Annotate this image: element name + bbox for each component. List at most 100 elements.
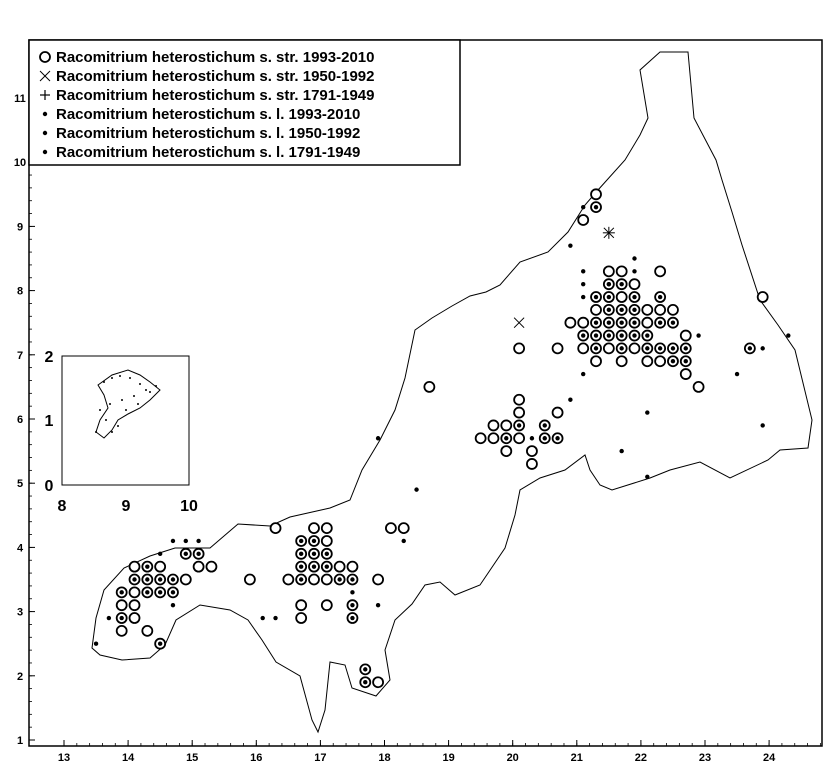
point-sstr-1993-2010: [577, 316, 590, 329]
point-sl-1950-1992: [619, 307, 624, 313]
point-sl-1993-2010: [632, 256, 637, 261]
point-sl-1993-2010: [786, 333, 791, 338]
point-sl-1993-2010: [581, 294, 586, 300]
point-sl-1993-2010: [401, 538, 406, 544]
point-sstr-1993-2010: [128, 612, 141, 624]
point-sl-1993-2010: [619, 448, 624, 454]
point-sl-1950-1992: [606, 333, 612, 338]
point-sstr-1993-2010: [115, 624, 128, 637]
point-sl-1791-1949: [632, 333, 637, 338]
point-sl-1993-2010: [760, 423, 765, 428]
legend-label: Racomitrium heterostichum s. l. 1791-194…: [56, 144, 360, 161]
point-sstr-1993-2010: [526, 445, 538, 458]
point-sstr-1993-2010: [551, 342, 564, 355]
legend-label: Racomitrium heterostichum s. str. 1950-1…: [56, 68, 374, 85]
point-sl-1950-1992: [670, 359, 676, 364]
point-sstr-1993-2010: [628, 342, 641, 355]
point-sl-1950-1992: [298, 577, 304, 582]
inset-y-tick-label: 0: [45, 478, 54, 495]
point-sl-1950-1992: [593, 294, 599, 300]
point-sl-1950-1992: [157, 577, 163, 582]
legend-symbol-4: [42, 111, 48, 117]
x-tick-label: 16: [250, 752, 262, 764]
y-tick-label: 11: [14, 93, 26, 105]
point-sl-1993-2010: [632, 269, 637, 274]
point-sstr-1993-2010: [654, 265, 667, 278]
x-tick-label: 14: [122, 752, 135, 764]
point-sstr-1993-2010: [641, 316, 654, 329]
point-sstr-1993-2010: [667, 303, 679, 316]
point-sstr-1993-2010: [333, 560, 346, 573]
inset-y-tick-label: 1: [45, 413, 54, 430]
point-sl-1950-1992: [542, 436, 547, 441]
point-sstr-1993-2010: [551, 406, 564, 419]
inset-dot: [149, 391, 151, 393]
point-sl-1993-2010: [375, 436, 381, 441]
point-sl-1950-1992: [337, 577, 342, 582]
point-sl-1993-2010: [170, 538, 176, 544]
point-sstr-1993-2010: [474, 432, 487, 445]
inset-x-tick-label: 10: [180, 498, 198, 515]
point-sstr-1993-2010: [513, 393, 526, 406]
point-sstr-1993-2010: [372, 676, 384, 689]
point-sstr-1993-2010: [500, 445, 513, 458]
point-sl-1950-1992: [157, 641, 163, 646]
legend-symbol-3: [40, 90, 50, 100]
legend-label: Racomitrium heterostichum s. l. 1950-199…: [56, 125, 360, 142]
inset-y-tick-label: 2: [45, 349, 54, 366]
point-sl-1950-1992: [606, 307, 612, 313]
point-sstr-1993-2010: [513, 342, 526, 355]
point-sstr-1993-2010: [269, 522, 282, 535]
point-sstr-1993-2010: [641, 355, 654, 368]
point-sl-1950-1992: [119, 590, 124, 595]
point-sl-1950-1992: [593, 346, 599, 351]
point-sstr-1993-2010: [628, 278, 641, 291]
x-tick-label: 21: [571, 752, 583, 764]
point-sl-1993-2010: [581, 371, 586, 377]
point-sl-1993-2010: [568, 397, 573, 402]
point-sstr-1993-2010: [346, 560, 359, 573]
point-sl-1950-1992: [606, 320, 612, 325]
point-sl-1950-1992: [119, 615, 124, 621]
point-sstr-1993-2010: [115, 599, 128, 612]
point-sstr-1993-2010: [641, 303, 654, 316]
point-sstr-1993-2010: [526, 458, 538, 470]
point-sl-1950-1992: [363, 667, 368, 672]
point-sl-1993-2010: [196, 538, 201, 544]
point-sl-1950-1992: [145, 564, 150, 569]
point-sstr-1993-2010: [128, 599, 141, 612]
inset-dot: [105, 419, 107, 421]
x-tick-label: 19: [442, 752, 454, 764]
point-sstr-1993-2010: [602, 265, 615, 278]
inset-dot: [119, 375, 121, 377]
point-sl-1950-1992: [298, 538, 304, 544]
point-sl-1950-1992: [170, 590, 176, 595]
inset-dot: [145, 389, 147, 391]
point-sl-1950-1992: [298, 551, 304, 557]
point-sl-1950-1992: [145, 577, 150, 582]
x-axis: 13 14 15 16 17 18 19 20 21 22 23 24: [58, 740, 821, 764]
point-sl-1950-1992: [632, 320, 637, 325]
legend-box: [28, 39, 461, 166]
point-sstr-1993-2010: [320, 573, 333, 586]
point-sstr-1993-2010: [308, 522, 320, 535]
point-sstr-1993-2010: [385, 522, 397, 535]
point-sl-1950-1992: [196, 551, 201, 557]
point-sl-1950-1992: [593, 333, 599, 338]
point-sstr-1993-2010: [602, 342, 615, 355]
y-tick-label: 3: [17, 607, 23, 619]
inset-dot: [139, 383, 141, 385]
inset-dot: [133, 395, 135, 397]
inset-dot: [125, 409, 127, 411]
point-sstr-1993-2010: [590, 355, 602, 368]
legend-label: Racomitrium heterostichum s. l. 1993-201…: [56, 106, 360, 123]
legend-symbol-1: [39, 51, 51, 63]
point-sl-1791-1949: [606, 281, 612, 287]
point-sstr-1993-2010: [564, 316, 577, 329]
inset-dot: [137, 403, 139, 405]
legend-symbol-5: [42, 130, 48, 136]
y-tick-label: 8: [17, 286, 23, 298]
point-sstr-1993-2010: [487, 432, 500, 445]
point-sl-1950-1992: [657, 294, 663, 300]
point-sstr-1993-2010: [320, 522, 333, 535]
